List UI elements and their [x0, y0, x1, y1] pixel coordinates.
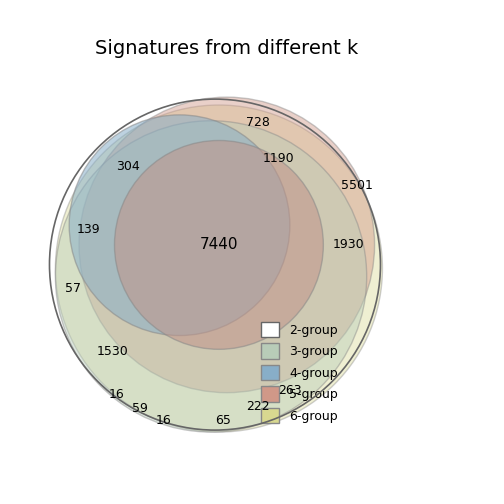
- Circle shape: [55, 105, 383, 432]
- Text: 16: 16: [108, 388, 124, 401]
- Text: 728: 728: [246, 116, 270, 129]
- Text: 1530: 1530: [97, 345, 129, 358]
- Title: Signatures from different k: Signatures from different k: [95, 39, 358, 57]
- Text: 139: 139: [77, 223, 101, 236]
- Text: 7440: 7440: [200, 237, 238, 253]
- Text: 1930: 1930: [333, 238, 365, 251]
- Text: 263: 263: [278, 384, 302, 397]
- Circle shape: [55, 121, 367, 432]
- Circle shape: [79, 97, 374, 393]
- Text: 304: 304: [116, 160, 140, 172]
- Text: 16: 16: [156, 414, 172, 427]
- Circle shape: [114, 141, 324, 349]
- Text: 1190: 1190: [262, 152, 294, 165]
- Text: 65: 65: [215, 414, 231, 427]
- Text: 59: 59: [132, 402, 148, 415]
- Circle shape: [69, 115, 290, 336]
- Text: 222: 222: [246, 400, 270, 413]
- Text: 5501: 5501: [341, 179, 373, 193]
- Text: 57: 57: [65, 282, 81, 295]
- Legend: 2-group, 3-group, 4-group, 5-group, 6-group: 2-group, 3-group, 4-group, 5-group, 6-gr…: [257, 318, 342, 427]
